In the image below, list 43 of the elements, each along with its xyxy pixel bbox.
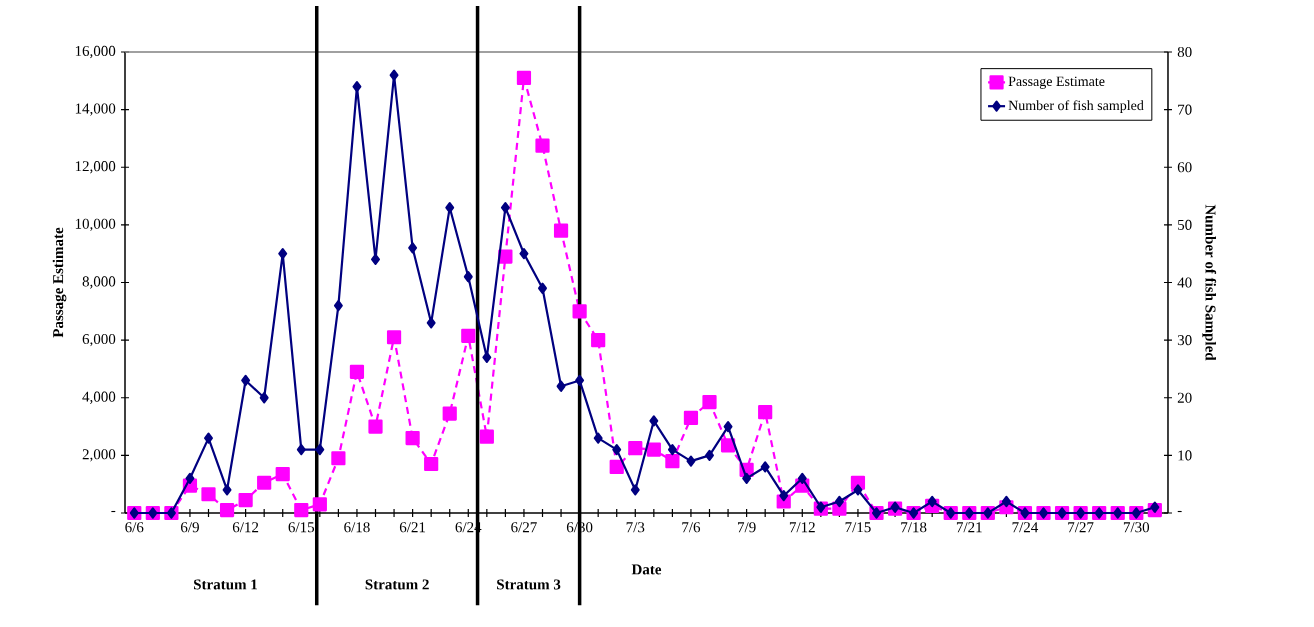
x-tick-label: 7/18 [901,522,927,533]
text: Stratum 1 [194,579,257,590]
y-tick-label: 12,000 [75,161,116,174]
y-tick-label: 4,000 [82,391,116,404]
y-tick-label: - [111,510,116,513]
legend-label: Number of fish sampled [1008,100,1144,113]
x-tick-label: 7/15 [845,522,871,533]
y-tick-label: 8,000 [82,276,116,289]
x-tick-label: 7/30 [1123,522,1150,533]
x-tick-label: 7/21 [956,522,982,533]
y2-tick-label: 30 [1177,335,1192,346]
y-tick-label: 10,000 [75,218,116,232]
x-tick-label: 7/9 [738,522,756,533]
y2-tick-label: - [1177,510,1182,513]
x-tick-label: 6/18 [344,522,370,533]
y2-tick-label: 60 [1177,162,1192,173]
y2-tick-label: 50 [1178,219,1192,230]
legend-label: Passage Estimate [1008,76,1105,89]
x-tick-label: 7/12 [789,522,815,533]
y2-tick-label: 80 [1177,46,1192,58]
y-tick-label: 6,000 [82,333,116,347]
x-tick-label: 6/15 [288,522,315,533]
x-tick-label: 6/21 [399,522,426,533]
y2-tick-label: 70 [1178,104,1192,115]
x-tick-label: 7/24 [1012,522,1039,533]
x-tick-label: 7/27 [1068,522,1094,533]
y2-tick-label: 10 [1178,450,1192,461]
y2-tick-label: 40 [1177,277,1192,288]
x-tick-label: 6/9 [181,522,199,533]
y2-tick-label: 20 [1177,392,1192,403]
text: Stratum 3 [497,579,561,590]
x-tick-label: 6/12 [232,522,259,533]
x-tick-label: 7/3 [626,522,645,533]
y2-axis-title: Number of fish Sampled [1202,204,1217,361]
x-tick-label: 7/6 [682,522,701,533]
y-tick-label: 14,000 [75,103,116,116]
y-tick-label: 16,000 [75,45,116,59]
text: Stratum 2 [365,579,429,590]
y-tick-label: 2,000 [82,449,116,462]
x-axis-title: Date [631,564,662,575]
y-axis-title: Passage Estimate [52,227,67,338]
x-tick-label: 6/6 [125,522,144,533]
x-tick-label: 6/27 [511,522,537,533]
